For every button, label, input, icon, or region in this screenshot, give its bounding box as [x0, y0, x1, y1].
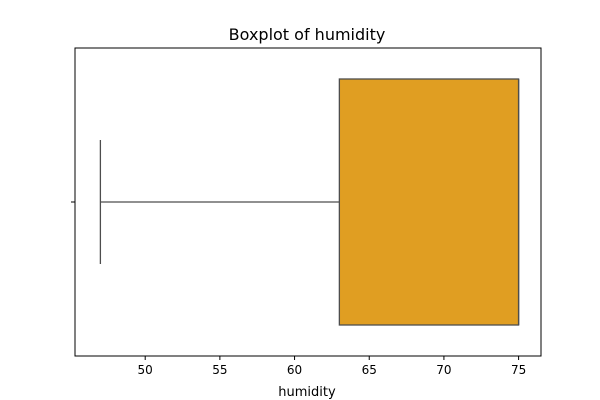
x-tick-label: 75 — [511, 363, 526, 377]
chart-title: Boxplot of humidity — [229, 25, 386, 44]
x-tick-label: 60 — [287, 363, 302, 377]
x-tick-label: 70 — [436, 363, 451, 377]
x-tick-label: 55 — [212, 363, 227, 377]
x-tick-label: 50 — [138, 363, 153, 377]
plot-area — [74, 47, 542, 357]
x-tick-label: 65 — [362, 363, 377, 377]
box — [338, 78, 520, 326]
x-axis-label: humidity — [278, 385, 336, 400]
x-axis: 50 55 60 65 70 75 — [71, 201, 526, 377]
